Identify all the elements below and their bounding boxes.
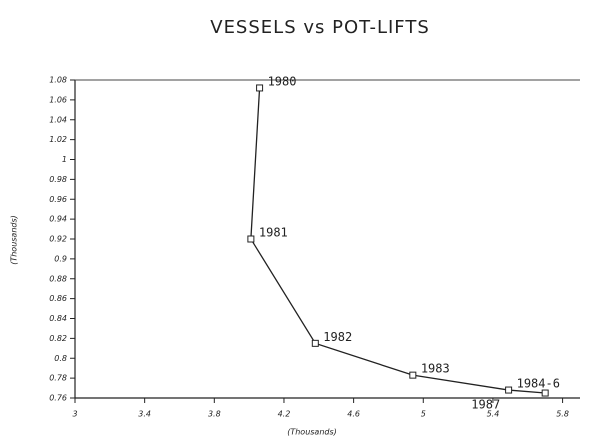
y-tick-label: 0.88: [49, 274, 67, 283]
y-tick-label: 0.98: [49, 175, 67, 184]
y-tick-label: 1.04: [49, 115, 67, 124]
x-axis-label: (Thousands): [287, 428, 337, 437]
point-label: 1987: [471, 398, 500, 412]
x-tick-label: 4.6: [347, 410, 360, 419]
chart-title: VESSELS vs POT-LIFTS: [210, 17, 430, 38]
y-tick-label: 1: [62, 155, 67, 164]
y-tick-label: 1.06: [49, 95, 67, 104]
y-tick-label: 1.08: [49, 76, 67, 85]
point-marker: [541, 389, 549, 397]
x-tick-label: 5: [421, 410, 426, 419]
x-tick-label: 3: [72, 410, 77, 419]
y-axis-label: (Thousands): [10, 215, 19, 265]
data-line: [250, 87, 546, 394]
y-tick-label: 1.02: [49, 135, 67, 144]
point-marker: [505, 386, 513, 394]
x-tick-label: 3.4: [138, 410, 151, 419]
y-tick-label: 0.82: [49, 334, 67, 343]
point-marker: [247, 235, 255, 243]
y-tick-label: 0.92: [49, 235, 67, 244]
x-tick-label: 5.8: [556, 410, 569, 419]
y-tick-label: 0.9: [54, 254, 67, 263]
point-label: 1984-6: [517, 377, 560, 391]
point-label: 1980: [268, 74, 297, 88]
point-label: 1981: [259, 226, 288, 240]
y-tick-label: 0.94: [49, 215, 67, 224]
y-tick-label: 0.96: [49, 195, 67, 204]
x-tick-label: 5.4: [487, 410, 500, 419]
point-marker: [409, 371, 417, 379]
x-tick-label: 4.2: [278, 410, 291, 419]
y-tick-label: 0.78: [49, 374, 67, 383]
y-tick-label: 0.8: [54, 354, 67, 363]
point-marker: [256, 84, 264, 92]
x-tick-label: 3.8: [208, 410, 221, 419]
y-tick-label: 0.86: [49, 294, 67, 303]
y-tick-label: 0.76: [49, 394, 67, 403]
point-marker: [311, 339, 319, 347]
point-label: 1982: [323, 330, 352, 344]
y-tick-label: 0.84: [49, 314, 67, 323]
point-label: 1983: [421, 362, 450, 376]
